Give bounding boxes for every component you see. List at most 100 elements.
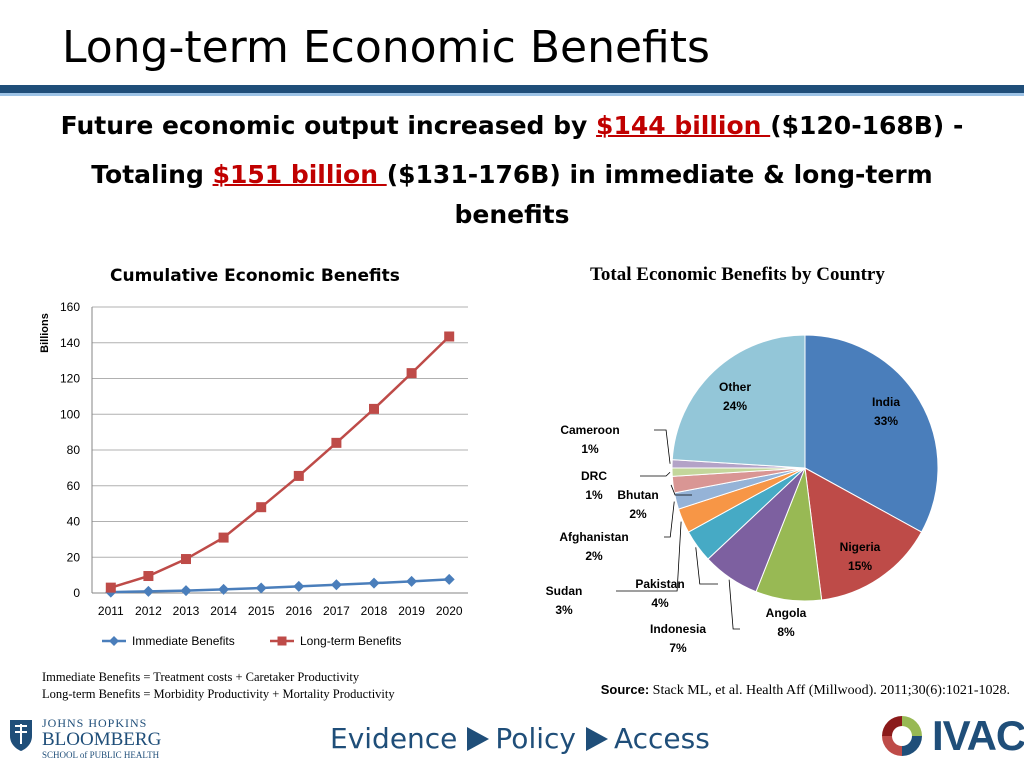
tagline-policy: Policy <box>495 722 576 755</box>
x-tick-label: 2012 <box>135 604 162 618</box>
pie-percent: 3% <box>555 603 573 617</box>
pie-percent: 2% <box>629 507 647 521</box>
data-point <box>330 579 342 591</box>
pie-label: Cameroon <box>560 423 619 437</box>
series-line <box>110 578 450 594</box>
line-chart: Billions 0 20 40 60 80 100 120 140 160 2011 2012 2… <box>39 300 468 648</box>
x-tick-label: 2015 <box>248 604 275 618</box>
pie-percent: 33% <box>874 414 898 428</box>
y-axis-label: Billions <box>39 313 51 353</box>
jhu-shield-icon <box>10 720 32 751</box>
data-point <box>181 554 191 565</box>
data-point <box>293 580 305 592</box>
arrow-right-icon <box>585 726 608 751</box>
pie-leader-line <box>695 547 718 585</box>
headline-line-3: benefits <box>454 200 570 229</box>
x-tick-label: 2017 <box>323 604 350 618</box>
y-tick-label: 20 <box>67 550 81 564</box>
x-tick-label: 2018 <box>361 604 388 618</box>
title-divider <box>0 85 1024 93</box>
line-chart-title: Cumulative Economic Benefits <box>110 266 400 286</box>
pie-label: Angola <box>766 606 807 620</box>
ivac-logo-text: IVAC <box>932 712 1024 759</box>
jhu-logo-line-2: BLOOMBERG <box>42 729 162 750</box>
pie-leader-line <box>654 429 671 464</box>
data-point <box>443 573 455 585</box>
data-point <box>406 368 417 379</box>
footnote-longterm: Long-term Benefits = Morbidity Productiv… <box>42 687 395 701</box>
legend-marker <box>277 636 287 646</box>
source-text: Stack ML, et al. Health Aff (Millwood). … <box>649 683 1010 698</box>
x-tick-label: 2020 <box>436 604 463 618</box>
pie-label: Nigeria <box>840 540 881 554</box>
data-point <box>255 582 267 594</box>
headline-text: ($120-168B) - <box>770 111 964 140</box>
data-point <box>406 575 418 587</box>
pie-label: Sudan <box>546 584 583 598</box>
y-tick-label: 40 <box>67 515 81 529</box>
y-tick-label: 80 <box>67 443 81 457</box>
pie-percent: 8% <box>777 625 795 639</box>
pie-slice-india <box>804 334 939 533</box>
tagline: Evidence Policy Access <box>330 722 710 755</box>
pie-label: Other <box>719 380 751 394</box>
headline-text: Future economic output increased by <box>60 111 597 140</box>
pie-percent: 2% <box>585 549 603 563</box>
headline-text: Totaling <box>91 160 213 189</box>
pie-leader-line <box>670 484 692 496</box>
pie-chart-title: Total Economic Benefits by Country <box>590 264 885 285</box>
title-divider-accent <box>0 93 1024 96</box>
y-tick-label: 60 <box>67 479 81 493</box>
data-point <box>293 470 304 481</box>
source-label: Source: <box>600 682 650 697</box>
pie-label: Bhutan <box>617 488 658 502</box>
headline-highlight-151: $151 billion <box>212 160 387 189</box>
source-citation: Source: Stack ML, et al. Health Aff (Mil… <box>601 682 1010 699</box>
x-tick-label: 2019 <box>398 604 425 618</box>
data-point <box>218 583 230 595</box>
data-point <box>369 403 379 414</box>
pie-label: Pakistan <box>635 577 684 591</box>
pie-percent: 1% <box>581 442 599 456</box>
y-tick-label: 140 <box>60 336 80 350</box>
data-point <box>143 571 154 582</box>
footer <box>0 709 1024 768</box>
headline-text: ($131-176B) in immediate & long-term <box>386 160 933 189</box>
y-tick-label: 160 <box>60 300 80 314</box>
headline-line-1: Future economic output increased by $144… <box>0 111 1024 140</box>
x-tick-label: 2011 <box>98 604 124 618</box>
pie-label: DRC <box>581 469 607 483</box>
x-tick-label: 2016 <box>285 604 312 618</box>
y-tick-label: 100 <box>60 407 80 421</box>
headline-line-2: Totaling $151 billion ($131-176B) in imm… <box>0 160 1024 189</box>
pie-label: Afghanistan <box>559 530 628 544</box>
tagline-evidence: Evidence <box>330 722 458 755</box>
series-line <box>110 335 451 589</box>
legend-label: Immediate Benefits <box>132 634 235 648</box>
data-point <box>256 502 267 513</box>
pie-leader-line <box>640 471 671 477</box>
pie-chart: India 33% Nigeria 15% Angola 8% Indonesia 7% Pak… <box>546 334 939 655</box>
headline-highlight-144: $144 billion <box>596 111 771 140</box>
pie-percent: 1% <box>585 488 603 502</box>
pie-slice-nigeria <box>804 467 923 601</box>
pie-leader-line <box>616 521 682 592</box>
data-point <box>218 532 229 543</box>
pie-percent: 15% <box>848 559 872 573</box>
pie-leader-line <box>728 579 740 630</box>
pie-label: India <box>872 395 900 409</box>
data-point <box>142 585 154 597</box>
jhu-logo-line-3: SCHOOL of PUBLIC HEALTH <box>42 750 160 760</box>
pie-leader-line <box>664 501 675 538</box>
ivac-logo-icon <box>882 716 922 756</box>
pie-percent: 7% <box>669 641 687 655</box>
data-point <box>180 585 192 597</box>
data-point <box>368 577 380 589</box>
pie-slice-other <box>671 334 806 469</box>
data-point <box>105 582 116 593</box>
jhu-logo-line-1: JOHNS HOPKINS <box>42 716 148 730</box>
y-tick-label: 0 <box>73 586 80 600</box>
pie-percent: 24% <box>723 399 747 413</box>
y-tick-label: 120 <box>60 372 80 386</box>
footnote-immediate: Immediate Benefits = Treatment costs + C… <box>42 670 360 684</box>
